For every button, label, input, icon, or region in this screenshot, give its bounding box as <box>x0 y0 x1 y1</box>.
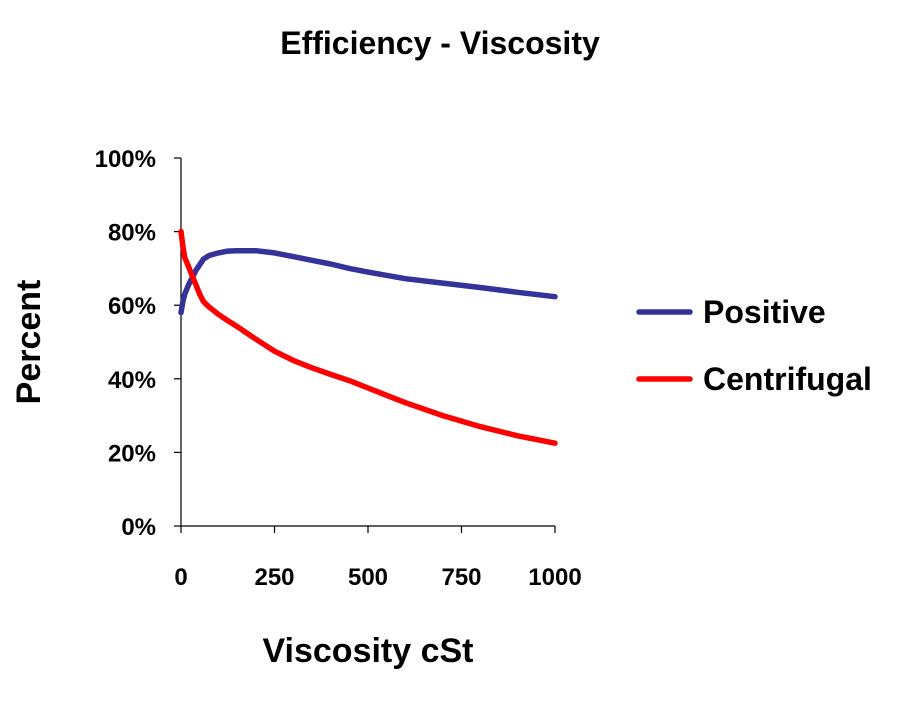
x-tick-label: 0 <box>174 564 187 591</box>
legend-label-positive: Positive <box>703 294 826 330</box>
axes: 0% 20% 40% 60% 80% 100% 0 250 500 750 1000 <box>95 146 582 591</box>
y-tick-label: 100% <box>95 146 156 173</box>
legend-label-centrifugal: Centrifugal <box>703 361 872 397</box>
series-lines <box>178 228 558 446</box>
series-line-centrifugal <box>178 228 558 446</box>
x-axis-title: Viscosity cSt <box>262 632 473 670</box>
y-axis-title: Percent <box>10 280 48 405</box>
y-tick-label: 20% <box>108 440 156 467</box>
legend: Positive Centrifugal <box>636 294 872 397</box>
chart-title: Efficiency - Viscosity <box>280 25 600 61</box>
x-tick-label: 750 <box>441 564 481 591</box>
series-line-positive <box>178 247 558 316</box>
y-tick-label: 80% <box>108 220 156 247</box>
y-tick-label: 0% <box>121 514 156 541</box>
y-tick-label: 60% <box>108 293 156 320</box>
x-tick-label: 1000 <box>528 564 581 591</box>
x-tick-label: 250 <box>254 564 294 591</box>
y-tick-label: 40% <box>108 367 156 394</box>
x-tick-label: 500 <box>348 564 388 591</box>
